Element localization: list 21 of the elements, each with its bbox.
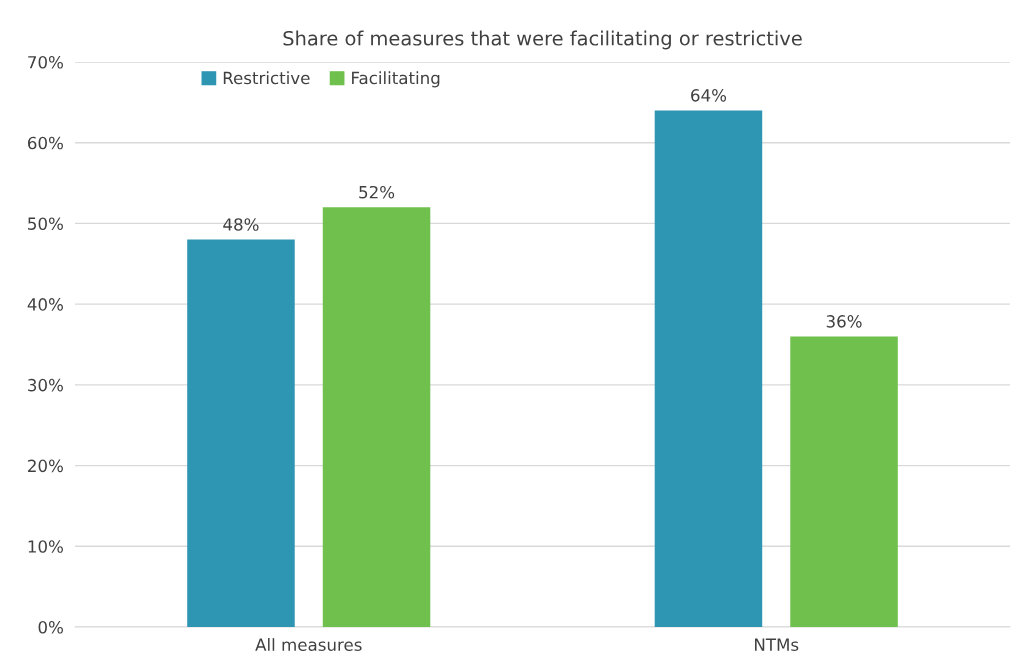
x-tick-label: NTMs: [755, 638, 799, 652]
data-label: 48%: [223, 218, 259, 231]
bar: [654, 110, 763, 627]
y-tick-label: 70%: [28, 55, 63, 69]
bar: [322, 207, 431, 627]
legend-label: Facilitating: [352, 71, 440, 88]
y-tick-label: 60%: [28, 136, 63, 150]
y-tick-label: 50%: [28, 217, 63, 230]
y-tick-label: 40%: [27, 298, 63, 311]
data-label: 64%: [691, 89, 727, 102]
bar: [790, 336, 898, 627]
data-label: 36%: [826, 315, 862, 328]
y-tick-label: 20%: [28, 459, 63, 473]
y-tick-label: 30%: [28, 378, 63, 392]
y-tick-label: 10%: [28, 540, 63, 553]
y-tick-label: 0%: [38, 620, 63, 634]
data-label: 52%: [359, 185, 395, 199]
legend-label: Restrictive: [223, 71, 310, 85]
bar: [187, 239, 295, 627]
x-tick-label: All measures: [255, 638, 362, 652]
chart-title: Share of measures that were facilitating or restrictive: [283, 30, 802, 50]
